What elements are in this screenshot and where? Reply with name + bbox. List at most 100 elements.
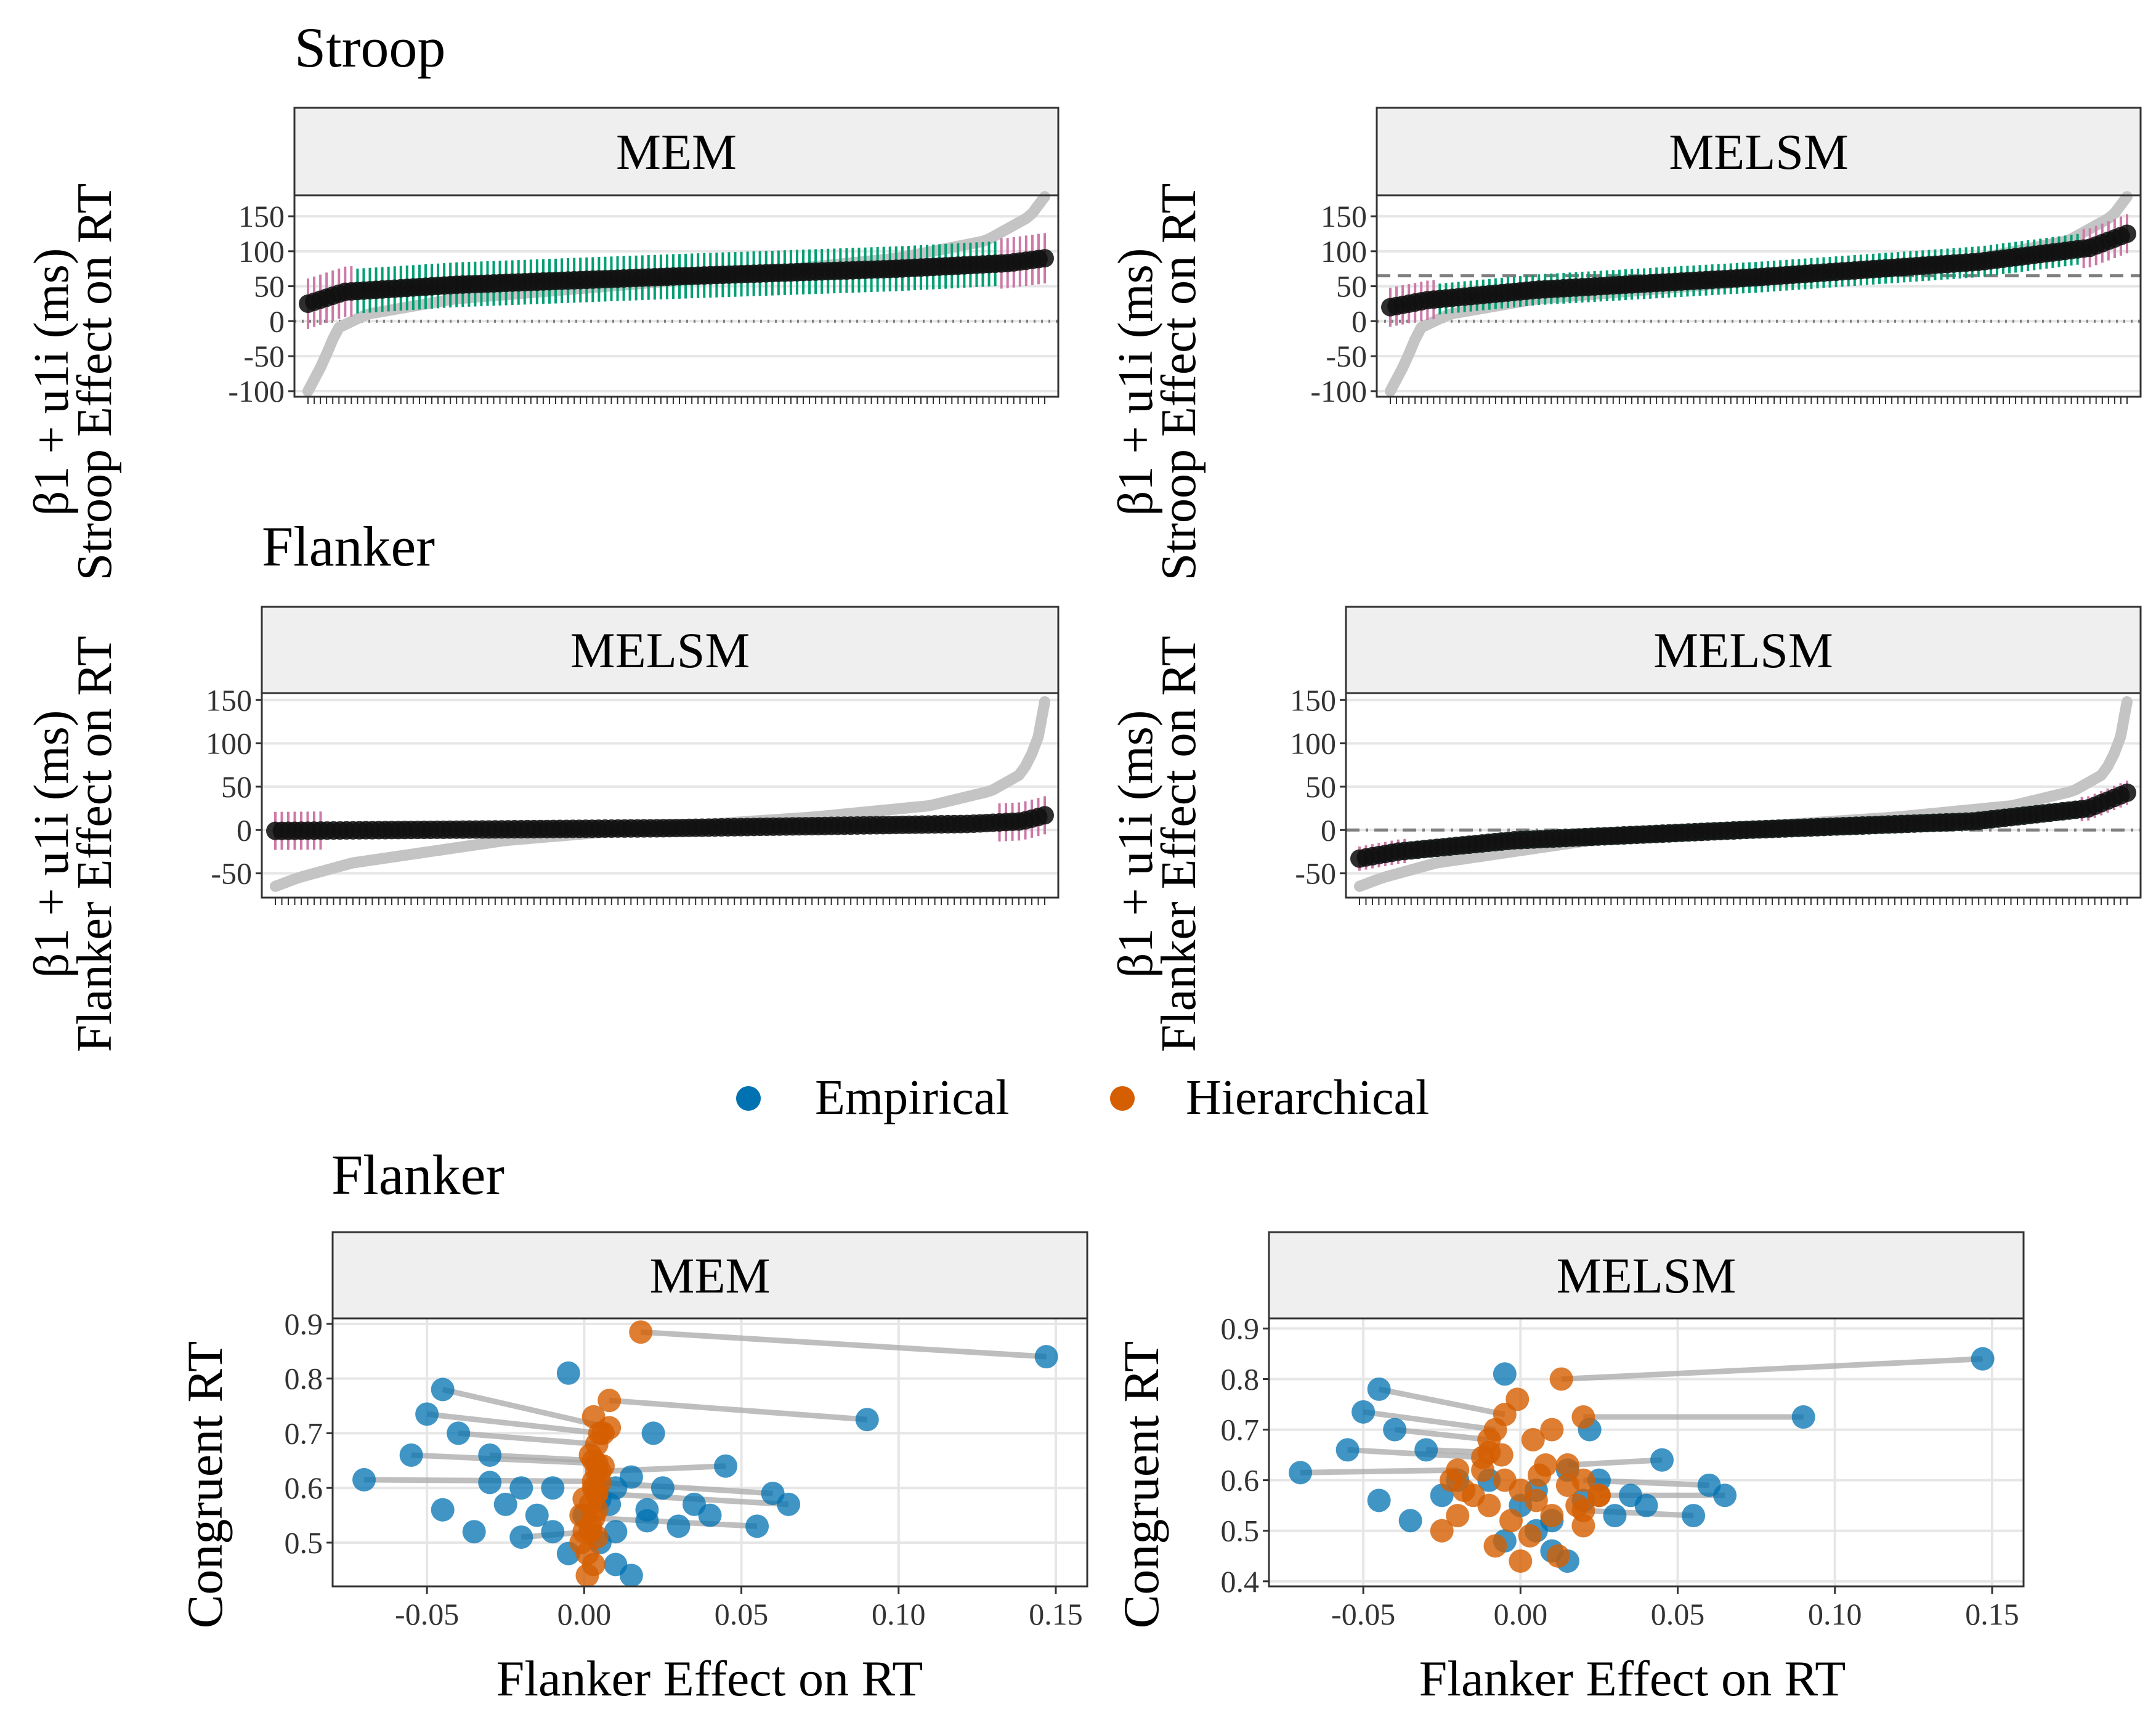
y-axis-label: Flanker Effect on RT (1152, 636, 1206, 1052)
panel-flanker-scatter-mem: MEM -0.05 0.00 0.05 0.10 0.15 0.9 0.8 0.7 0.6 0.5 F… (177, 1231, 1088, 1707)
y-axis-label: Flanker Effect on RT (68, 636, 122, 1052)
empirical-point (1634, 1493, 1658, 1517)
plot-frame (1268, 1317, 2025, 1588)
shrinkage-line (1378, 1386, 1506, 1418)
empirical-point (745, 1514, 769, 1538)
y-axis-label: Stroop Effect on RT (1152, 184, 1206, 581)
x-tick-label: 0.05 (715, 1597, 769, 1631)
empirical-point (1335, 1438, 1360, 1462)
y-axis-label: Congruent RT (1113, 1341, 1169, 1629)
shrinkage-line (609, 1397, 868, 1423)
legend: Empirical Hierarchical (736, 1071, 1429, 1125)
empirical-point (541, 1476, 565, 1500)
empirical-point (1367, 1377, 1391, 1401)
shrinkage-line (1363, 1409, 1496, 1433)
y-tick-label: 0 (269, 304, 285, 338)
hierarchical-point (585, 1482, 609, 1506)
y-tick-label: -50 (243, 339, 285, 373)
shrinkage-line (640, 1329, 1047, 1360)
facet-strip (1376, 107, 2142, 197)
facet-strip (261, 606, 1060, 694)
hierarchical-point (575, 1564, 599, 1588)
hierarchical-point (1524, 1488, 1548, 1512)
empirical-point (431, 1498, 455, 1522)
plot-frame (1376, 194, 2142, 398)
legend-label-empirical: Empirical (815, 1071, 1009, 1125)
x-tick-label: -0.05 (1331, 1597, 1395, 1631)
estimate-point (2118, 783, 2136, 802)
y-tick-label: -50 (1326, 339, 1367, 373)
y-tick-label: -100 (228, 374, 285, 408)
y-tick-label: 0.4 (1221, 1564, 1260, 1599)
facet-strip-label: MELSM (1669, 124, 1849, 180)
hierarchical-point (1477, 1493, 1501, 1517)
empirical-point (352, 1467, 376, 1492)
panel-flanker-melsm: MELSM 150 100 50 0 -50 β1 + u1i (ms)Flanker Ef… (1109, 606, 2142, 1052)
hierarchical-point (1483, 1534, 1507, 1558)
y-tick-label: 0.9 (285, 1307, 323, 1341)
y-axis-label-expression: β1 + u1i (ms) (25, 248, 79, 516)
empirical-point (1367, 1488, 1391, 1512)
section-title-flanker-top: Flanker (262, 515, 435, 578)
y-tick-label: 100 (1321, 234, 1367, 269)
empirical-point (1971, 1347, 1995, 1371)
hierarchical-point (1555, 1453, 1579, 1477)
plot-area (333, 1318, 1087, 1586)
hierarchical-point (1571, 1468, 1595, 1492)
empirical-point (399, 1443, 423, 1467)
section-title-flanker-bottom: Flanker (331, 1143, 505, 1206)
empirical-point (1414, 1438, 1438, 1462)
empirical-point (1352, 1400, 1376, 1424)
hierarchical-point (1430, 1519, 1454, 1543)
x-tick-label: 0.15 (1965, 1597, 2019, 1631)
legend-key-hierarchical (1110, 1086, 1135, 1111)
facet-strip-label: MEM (616, 124, 737, 180)
estimate-point (2118, 224, 2136, 243)
empirical-point (1682, 1504, 1706, 1528)
panel-flanker-scatter-melsm: MELSM -0.05 0.00 0.05 0.10 0.15 0.9 0.8 0.7 0.6 0.… (1113, 1231, 2025, 1707)
shrinkage-line (411, 1452, 597, 1466)
y-tick-label: -100 (1310, 374, 1367, 408)
empirical-point (525, 1503, 549, 1527)
empirical-point (509, 1476, 533, 1500)
x-tick-label: 0.15 (1029, 1597, 1083, 1631)
y-tick-label: 0 (1321, 813, 1336, 847)
y-tick-label: 0.7 (285, 1416, 323, 1450)
empirical-point (698, 1503, 722, 1527)
x-tick-label: 0.10 (872, 1597, 926, 1631)
facet-strip-label: MELSM (1557, 1248, 1737, 1304)
empirical-point (714, 1454, 738, 1478)
shrinkage-line (596, 1463, 726, 1475)
empirical-point (1289, 1461, 1313, 1485)
empirical-point (667, 1514, 691, 1538)
y-tick-label: 0.8 (1221, 1362, 1260, 1396)
plot-frame (1345, 692, 2142, 899)
empirical-point (493, 1492, 517, 1516)
y-axis-label: Congruent RT (177, 1341, 233, 1629)
empirical-point (1383, 1418, 1407, 1442)
hierarchical-point (1587, 1484, 1611, 1508)
shrinkage-line (1561, 1356, 1983, 1382)
empirical-point (431, 1378, 455, 1402)
empirical-point (1603, 1504, 1627, 1528)
empirical-point (650, 1476, 675, 1500)
section-title-stroop: Stroop (294, 16, 445, 79)
hierarchical-point (585, 1459, 609, 1484)
empirical-point (478, 1471, 502, 1495)
empirical-point (1034, 1345, 1058, 1369)
legend-key-empirical (736, 1086, 761, 1111)
facet-strip-label: MELSM (1653, 622, 1833, 678)
x-axis-label: Flanker Effect on RT (496, 1650, 923, 1707)
x-tick-label: 0.00 (557, 1597, 612, 1631)
shrinkage-line (1567, 1457, 1663, 1468)
hierarchical-point (1477, 1440, 1501, 1464)
y-axis-label: Stroop Effect on RT (68, 184, 122, 581)
plot-frame (331, 1317, 1088, 1588)
plot-frame (293, 194, 1060, 398)
y-axis-label-expression: β1 + u1i (ms) (25, 710, 79, 978)
x-tick-label: 0.00 (1494, 1597, 1548, 1631)
y-tick-label: 50 (1336, 269, 1367, 304)
y-tick-label: 0.6 (285, 1471, 323, 1505)
